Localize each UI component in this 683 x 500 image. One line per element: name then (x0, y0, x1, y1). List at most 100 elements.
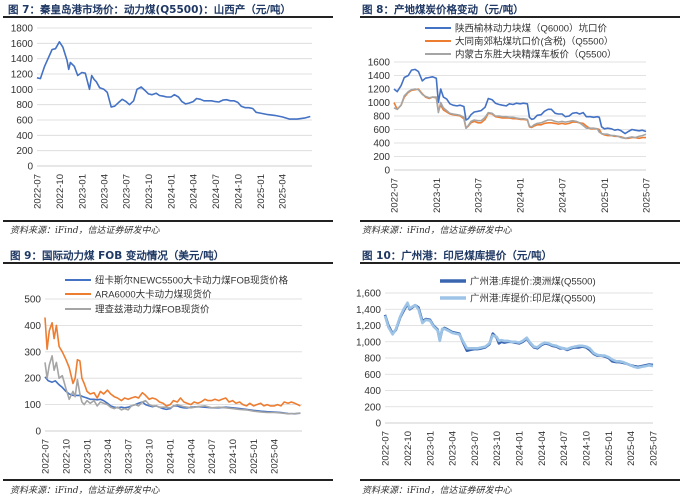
y-tick-label: 800 (364, 354, 381, 365)
y-tick-label: 1000 (368, 98, 391, 109)
y-tick-label: 0 (375, 419, 381, 430)
x-tick-label: 2023-10 (145, 439, 156, 474)
chart-10-title-rule (360, 262, 680, 264)
x-tick-label: 2023-07 (470, 431, 481, 466)
y-tick-label: 1,400 (356, 305, 381, 316)
x-tick-label: 2023-01 (425, 431, 436, 466)
x-tick-label: 2024-07 (558, 178, 569, 213)
x-tick-label: 2022-07 (381, 431, 392, 466)
y-tick-label: 400 (373, 139, 390, 150)
x-tick-label: 2025-04 (626, 431, 637, 466)
y-tick-label: 1000 (11, 85, 34, 96)
x-tick-label: 2024-01 (166, 174, 177, 209)
chart-9-source-rule (3, 479, 333, 481)
x-tick-label: 2022-07 (390, 178, 401, 213)
chart-8-source-rule (360, 220, 680, 222)
series-line-2 (383, 301, 654, 370)
x-tick-label: 2023-01 (77, 174, 88, 209)
x-tick-label: 2023-01 (82, 439, 93, 474)
x-tick-label: 2024-01 (166, 439, 177, 474)
series-line-1 (393, 68, 647, 135)
x-tick-label: 2023-01 (432, 178, 443, 213)
chart-9-source: 资料来源：iFind，信达证券研发中心 (10, 486, 160, 496)
y-tick-label: 300 (24, 347, 41, 358)
chart-7-source: 资料来源：iFind，信达证券研发中心 (10, 226, 160, 236)
y-tick-label: 800 (373, 112, 390, 123)
legend-label: 大同南郊粘煤坑口价(含税)（Q5500） (455, 36, 613, 48)
x-tick-label: 2022-07 (41, 439, 52, 474)
legend-label: ARA6000大卡动力煤现货价 (95, 289, 212, 301)
y-tick-label: 200 (24, 374, 41, 385)
x-tick-label: 2022-10 (403, 431, 414, 466)
chart-8: 0 200 400 600 800 1000 1200 1400 1600 2022-07 2023… (368, 23, 653, 213)
x-tick-label: 2023-10 (144, 174, 155, 209)
series-line-1 (383, 302, 654, 369)
y-tick-label: 600 (16, 116, 33, 127)
chart-8-title-rule (360, 16, 680, 18)
x-tick-label: 2025-04 (278, 174, 289, 209)
x-tick-label: 2025-07 (649, 431, 660, 466)
x-tick-label: 2023-04 (99, 174, 110, 209)
x-tick-label: 2025-01 (600, 178, 611, 213)
x-tick-label: 2023-10 (492, 431, 503, 466)
y-tick-label: 1600 (11, 39, 34, 50)
chart-7-title: 图 7：秦皇岛港市场价：动力煤(Q5500)：山西产（元/吨） (8, 4, 292, 16)
chart-10: 0 200 400 600 800 1,000 1,200 1,400 1,600 2022-07… (356, 276, 660, 466)
chart-10-title: 图 10：广州港：印尼煤库提价（元/吨） (362, 250, 553, 262)
y-tick-label: 0 (384, 166, 390, 177)
y-tick-label: 600 (364, 370, 381, 381)
y-tick-label: 1400 (11, 54, 34, 65)
chart-7-title-rule (3, 16, 333, 18)
x-tick-label: 2023-07 (473, 178, 484, 213)
x-tick-label: 2024-07 (207, 439, 218, 474)
y-tick-label: 200 (373, 152, 390, 163)
x-tick-label: 2023-04 (103, 439, 114, 474)
y-tick-label: 1,600 (356, 289, 381, 300)
legend-label: 广州港:库提价:澳洲煤(Q5500) (470, 276, 596, 288)
x-tick-label: 2024-10 (228, 439, 239, 474)
legend-label: 陕西榆林动力块煤（Q6000）坑口价 (455, 23, 608, 35)
series-line-3 (44, 354, 301, 415)
x-tick-label: 2024-01 (515, 431, 526, 466)
legend-label: 理查兹港动力煤FOB现货价 (95, 304, 210, 316)
x-tick-label: 2024-04 (537, 431, 548, 466)
chart-10-source-rule (360, 479, 680, 481)
y-tick-label: 400 (24, 321, 41, 332)
x-tick-label: 2025-01 (249, 439, 260, 474)
x-tick-label: 2024-01 (516, 178, 527, 213)
x-tick-label: 2025-01 (604, 431, 615, 466)
y-tick-label: 1200 (11, 70, 34, 81)
series-line-1 (36, 40, 311, 120)
x-tick-label: 2024-04 (189, 174, 200, 209)
chart-7: 0 200 400 600 800 1000 1200 1400 1600 1800 2022-07… (11, 24, 312, 209)
x-tick-label: 2024-10 (233, 174, 244, 209)
x-tick-label: 2024-10 (582, 431, 593, 466)
x-tick-label: 2023-07 (124, 439, 135, 474)
series-line-2 (393, 88, 646, 140)
x-tick-label: 2025-01 (256, 174, 267, 209)
x-tick-label: 2022-10 (61, 439, 72, 474)
y-tick-label: 400 (364, 386, 381, 397)
y-tick-label: 400 (16, 131, 33, 142)
x-tick-label: 2024-07 (211, 174, 222, 209)
y-tick-label: 600 (373, 125, 390, 136)
chart-10-source: 资料来源：iFind，信达证券研发中心 (362, 486, 512, 496)
y-tick-label: 1200 (368, 85, 391, 96)
x-tick-label: 2022-10 (55, 174, 66, 209)
x-tick-label: 2024-07 (559, 431, 570, 466)
chart-7-source-rule (3, 220, 333, 222)
y-tick-label: 500 (24, 295, 41, 306)
chart-8-title: 图 8：产地煤炭价格变动（元/吨） (362, 4, 524, 16)
x-tick-label: 2025-07 (642, 178, 653, 213)
y-tick-label: 1800 (11, 24, 34, 35)
y-tick-label: 200 (364, 402, 381, 413)
y-tick-label: 1400 (368, 71, 391, 82)
y-tick-label: 1,000 (356, 337, 381, 348)
legend-label: 广州港:库提价:印尼煤(Q5500) (470, 293, 596, 305)
legend-label: 纽卡斯尔NEWC5500大卡动力煤FOB现货价格 (95, 275, 289, 287)
chart-9-title: 图 9：国际动力煤 FOB 变动情况（美元/吨） (10, 250, 225, 262)
series-line-3 (393, 88, 647, 140)
chart-9: 0 100 200 300 400 500 2022-07 2022-10 2023-01 202… (24, 275, 302, 474)
y-tick-label: 800 (16, 100, 33, 111)
y-tick-label: 0 (27, 162, 33, 173)
